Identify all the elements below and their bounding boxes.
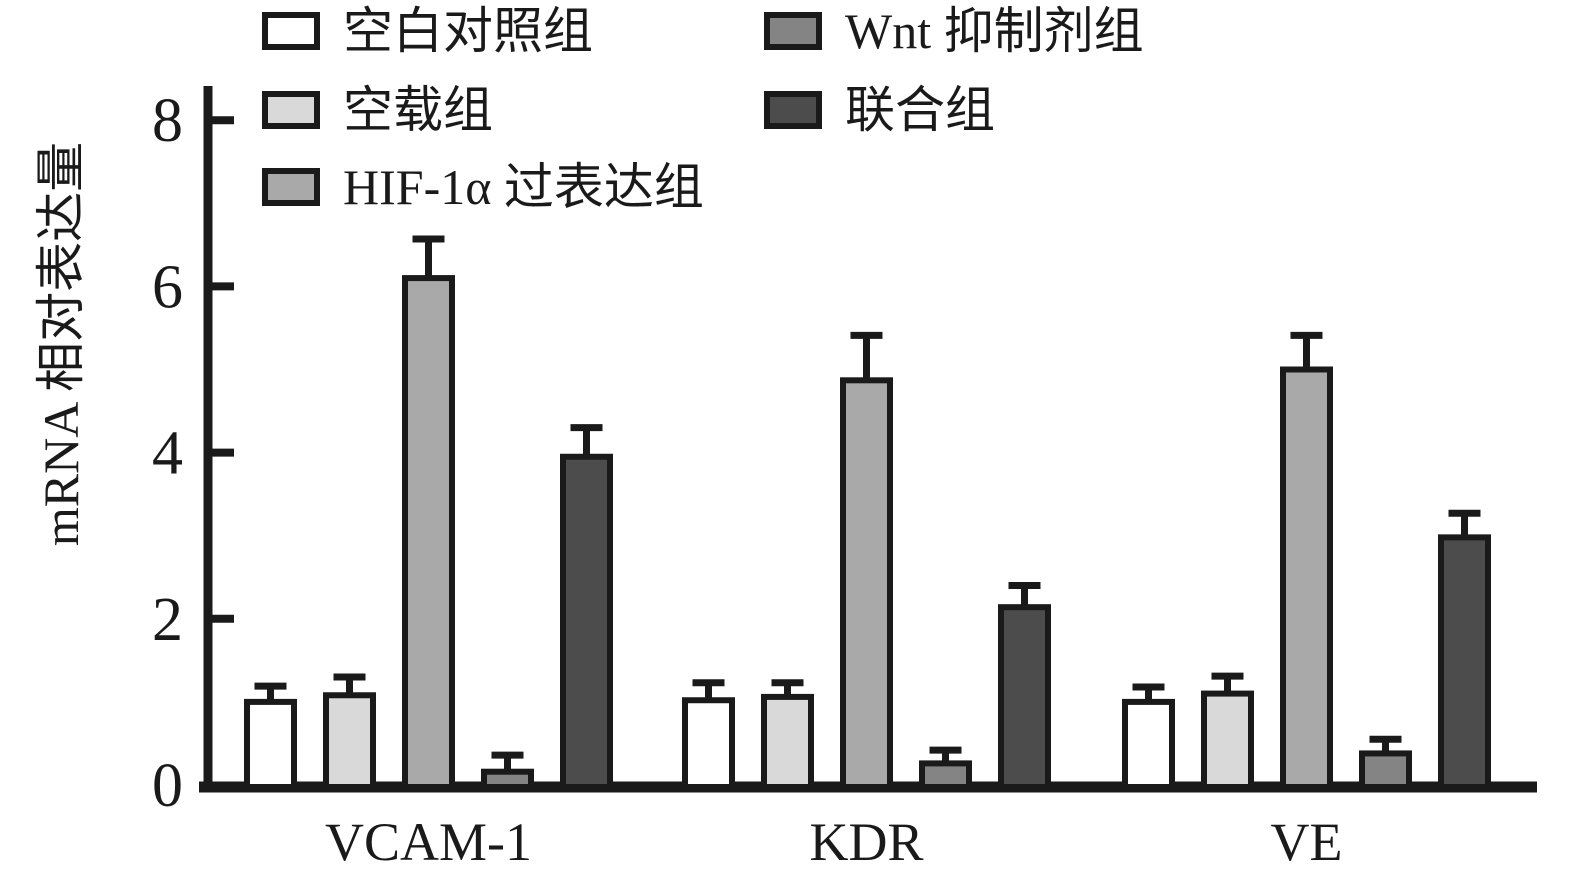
legend-swatch-0 <box>262 12 320 50</box>
legend-label-4: 联合组 <box>845 82 995 138</box>
bar-VCAM-1-s1 <box>323 692 376 791</box>
y-axis-title: mRNA 相对表达量 <box>33 142 89 546</box>
y-tick-label-4: 4 <box>152 420 183 488</box>
x-category-label-VCAM-1: VCAM-1 <box>325 812 532 872</box>
legend-swatch-2 <box>262 168 320 206</box>
bar-KDR-s3 <box>919 760 972 790</box>
bar-KDR-s2 <box>840 377 893 790</box>
bar-VE-s1 <box>1201 690 1254 791</box>
legend-label-3: Wnt 抑制剂组 <box>845 3 1144 59</box>
bar-VE-s0 <box>1122 698 1175 791</box>
bar-VCAM-1-s2 <box>402 275 455 790</box>
bar-VE-s2 <box>1280 366 1333 790</box>
bar-KDR-s1 <box>761 693 814 790</box>
y-tick-label-2: 2 <box>152 586 183 654</box>
x-category-label-KDR: KDR <box>809 812 923 872</box>
y-tick-label-6: 6 <box>152 253 183 321</box>
legend-swatch-4 <box>764 91 822 129</box>
bar-VCAM-1-s3 <box>481 768 534 790</box>
legend-label-0: 空白对照组 <box>343 3 593 59</box>
legend-label-1: 空载组 <box>343 82 493 138</box>
bar-KDR-s0 <box>682 697 735 790</box>
y-tick-label-0: 0 <box>152 752 183 820</box>
legend-swatch-1 <box>262 91 320 129</box>
legend-label-2: HIF-1α 过表达组 <box>343 159 704 215</box>
bar-VE-s4 <box>1438 534 1491 790</box>
bar-KDR-s4 <box>998 604 1051 791</box>
bar-VCAM-1-s4 <box>560 453 613 790</box>
bar-VE-s3 <box>1359 750 1412 790</box>
x-category-label-VE: VE <box>1271 812 1343 872</box>
legend-swatch-3 <box>764 12 822 50</box>
bar-VCAM-1-s0 <box>244 698 297 791</box>
y-tick-label-8: 8 <box>152 87 183 155</box>
